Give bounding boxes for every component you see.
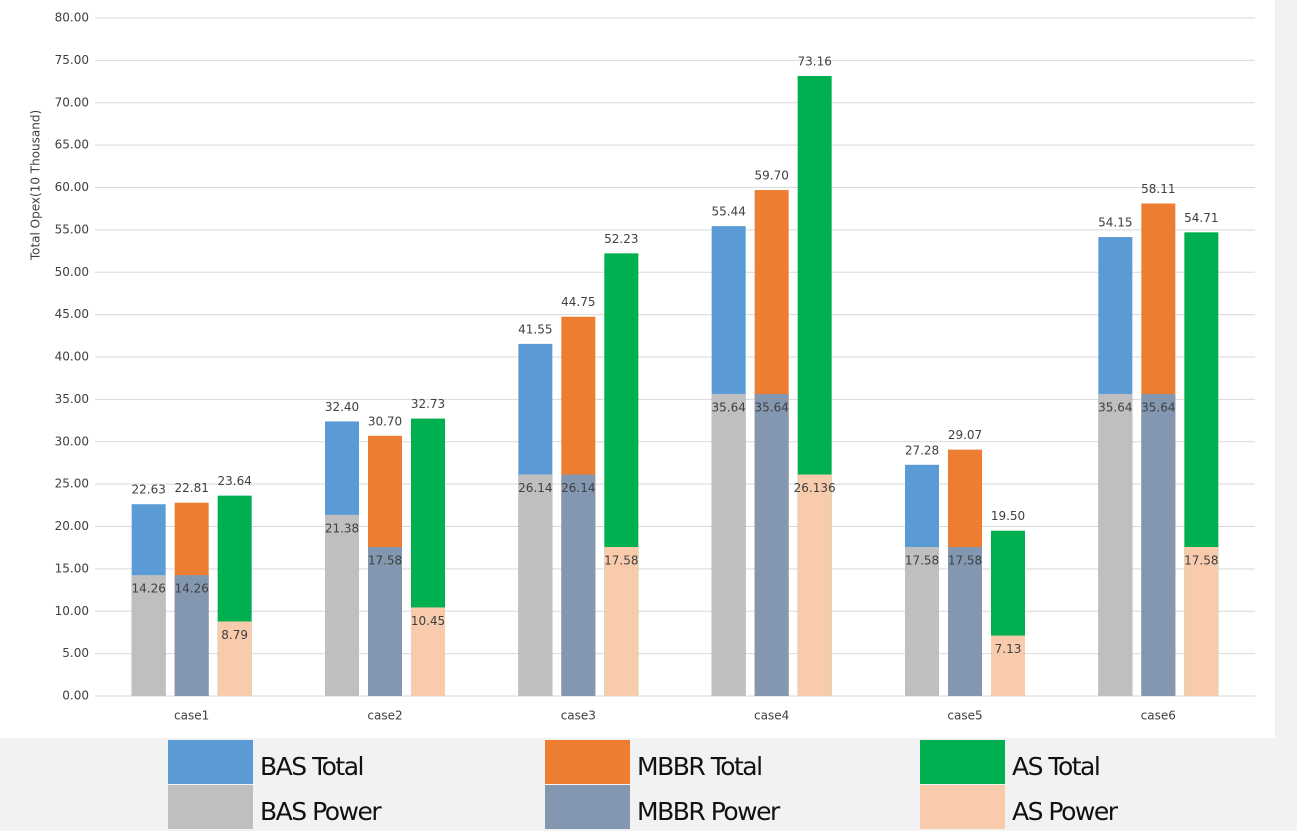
data-label: 73.16: [797, 54, 831, 68]
bar: [217, 621, 252, 696]
legend-swatch: [920, 740, 1005, 784]
data-label: 58.11: [1141, 182, 1175, 196]
y-tick-label: 15.00: [55, 561, 89, 575]
y-tick-label: 65.00: [55, 138, 89, 152]
data-label: 17.58: [905, 554, 939, 568]
y-tick-label: 35.00: [55, 392, 89, 406]
x-tick-label: case4: [754, 709, 789, 723]
data-label: 21.38: [325, 521, 359, 535]
data-label: 14.26: [131, 582, 165, 596]
data-label: 32.40: [325, 400, 359, 414]
data-label: 54.71: [1184, 211, 1218, 225]
y-tick-label: 5.00: [62, 646, 89, 660]
data-label: 52.23: [604, 232, 638, 246]
y-tick-label: 40.00: [55, 350, 89, 364]
y-tick-label: 20.00: [55, 519, 89, 533]
data-label: 54.15: [1098, 216, 1132, 230]
bar: [711, 393, 746, 696]
data-label: 22.63: [131, 483, 165, 497]
y-tick-label: 30.00: [55, 434, 89, 448]
data-label: 35.64: [1098, 400, 1132, 414]
x-tick-label: case2: [367, 709, 402, 723]
bar: [1098, 393, 1133, 696]
y-axis-label: Total Opex(10 Thousand): [29, 110, 43, 261]
data-label: 29.07: [948, 428, 982, 442]
bar: [948, 547, 982, 696]
data-label: 32.73: [411, 397, 445, 411]
x-tick-label: case5: [947, 709, 982, 723]
legend-label: AS Power: [1012, 797, 1119, 826]
data-label: 8.79: [221, 628, 248, 642]
y-tick-label: 0.00: [62, 689, 89, 703]
data-label: 55.44: [711, 205, 745, 219]
data-label: 41.55: [518, 322, 552, 336]
legend-swatch: [545, 785, 630, 829]
legend-swatch: [168, 740, 253, 784]
bar: [561, 474, 596, 696]
bar: [905, 547, 939, 696]
bar: [991, 635, 1025, 696]
y-tick-label: 55.00: [55, 222, 89, 236]
bar: [368, 547, 402, 696]
y-tick-label: 70.00: [55, 95, 89, 109]
x-tick-label: case3: [561, 709, 596, 723]
data-label: 44.75: [561, 295, 595, 309]
y-tick-label: 75.00: [55, 53, 89, 67]
data-label: 59.70: [754, 169, 788, 183]
data-label: 35.64: [711, 400, 745, 414]
data-label: 22.81: [174, 481, 208, 495]
legend-label: MBBR Total: [637, 752, 762, 781]
y-tick-label: 50.00: [55, 265, 89, 279]
legend-swatch: [920, 785, 1005, 829]
legend-swatch: [545, 740, 630, 784]
bar: [518, 474, 553, 696]
data-label: 35.64: [1141, 400, 1175, 414]
data-label: 26.136: [794, 481, 836, 495]
bar: [174, 575, 209, 696]
data-label: 26.14: [518, 481, 552, 495]
bar: [797, 474, 832, 696]
data-label: 7.13: [995, 642, 1022, 656]
bar: [325, 514, 359, 696]
x-tick-label: case6: [1141, 709, 1176, 723]
data-label: 17.58: [368, 554, 402, 568]
data-label: 10.45: [411, 614, 445, 628]
legend-label: BAS Total: [260, 752, 363, 781]
data-label: 17.58: [604, 554, 638, 568]
data-label: 17.58: [948, 554, 982, 568]
bar: [411, 607, 445, 696]
legend-label: MBBR Power: [637, 797, 781, 826]
y-tick-label: 10.00: [55, 604, 89, 618]
bar: [604, 547, 639, 696]
legend-swatch: [168, 785, 253, 829]
bar: [754, 393, 789, 696]
y-tick-label: 45.00: [55, 307, 89, 321]
data-label: 19.50: [991, 509, 1025, 523]
bar: [1184, 547, 1219, 696]
y-tick-label: 80.00: [55, 11, 89, 25]
legend-label: BAS Power: [260, 797, 382, 826]
data-label: 26.14: [561, 481, 595, 495]
data-label: 23.64: [217, 474, 251, 488]
data-label: 27.28: [905, 443, 939, 457]
data-label: 14.26: [174, 582, 208, 596]
bar: [1141, 393, 1176, 696]
legend-label: AS Total: [1012, 752, 1099, 781]
data-label: 30.70: [368, 414, 402, 428]
data-label: 17.58: [1184, 554, 1218, 568]
x-tick-label: case1: [174, 709, 209, 723]
y-tick-label: 60.00: [55, 180, 89, 194]
y-tick-label: 25.00: [55, 477, 89, 491]
data-label: 35.64: [754, 400, 788, 414]
bar: [131, 575, 166, 696]
